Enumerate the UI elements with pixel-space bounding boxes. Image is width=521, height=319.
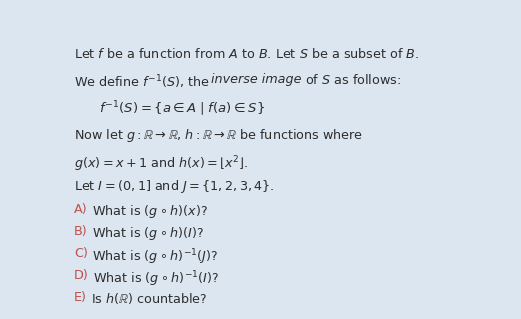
Text: What is $(g \circ h)(x)$?: What is $(g \circ h)(x)$? <box>88 203 208 220</box>
Text: E): E) <box>74 291 87 304</box>
Text: $g(x) = x + 1$ and $h(x) = \lfloor x^2 \rfloor$.: $g(x) = x + 1$ and $h(x) = \lfloor x^2 \… <box>74 154 249 174</box>
Text: What is $(g \circ h)^{-1}(J)$?: What is $(g \circ h)^{-1}(J)$? <box>88 247 218 267</box>
Text: D): D) <box>74 269 89 282</box>
Text: What is $(g \circ h)^{-1}(I)$?: What is $(g \circ h)^{-1}(I)$? <box>89 269 219 289</box>
Text: inverse image: inverse image <box>210 73 301 86</box>
Text: What is $(g \circ h)(I)$?: What is $(g \circ h)(I)$? <box>88 225 204 242</box>
Text: Is $h(\mathbb{R})$ countable?: Is $h(\mathbb{R})$ countable? <box>87 291 207 306</box>
Text: Now let $g : \mathbb{R} \rightarrow \mathbb{R}$, $h : \mathbb{R} \rightarrow \ma: Now let $g : \mathbb{R} \rightarrow \mat… <box>74 127 363 144</box>
Text: We define $f^{-1}(S)$, the: We define $f^{-1}(S)$, the <box>74 73 210 91</box>
Text: of $S$ as follows:: of $S$ as follows: <box>301 73 401 87</box>
Text: A): A) <box>74 203 88 216</box>
Text: C): C) <box>74 247 88 260</box>
Text: B): B) <box>74 225 88 238</box>
Text: $f^{-1}(S) = \{a \in A\mid f(a) \in S\}$: $f^{-1}(S) = \{a \in A\mid f(a) \in S\}$ <box>100 100 265 119</box>
Text: Let $I = (0, 1]$ and $J = \{1, 2, 3, 4\}$.: Let $I = (0, 1]$ and $J = \{1, 2, 3, 4\}… <box>74 178 275 195</box>
Text: Let $f$ be a function from $A$ to $B$. Let $S$ be a subset of $B$.: Let $f$ be a function from $A$ to $B$. L… <box>74 47 419 61</box>
